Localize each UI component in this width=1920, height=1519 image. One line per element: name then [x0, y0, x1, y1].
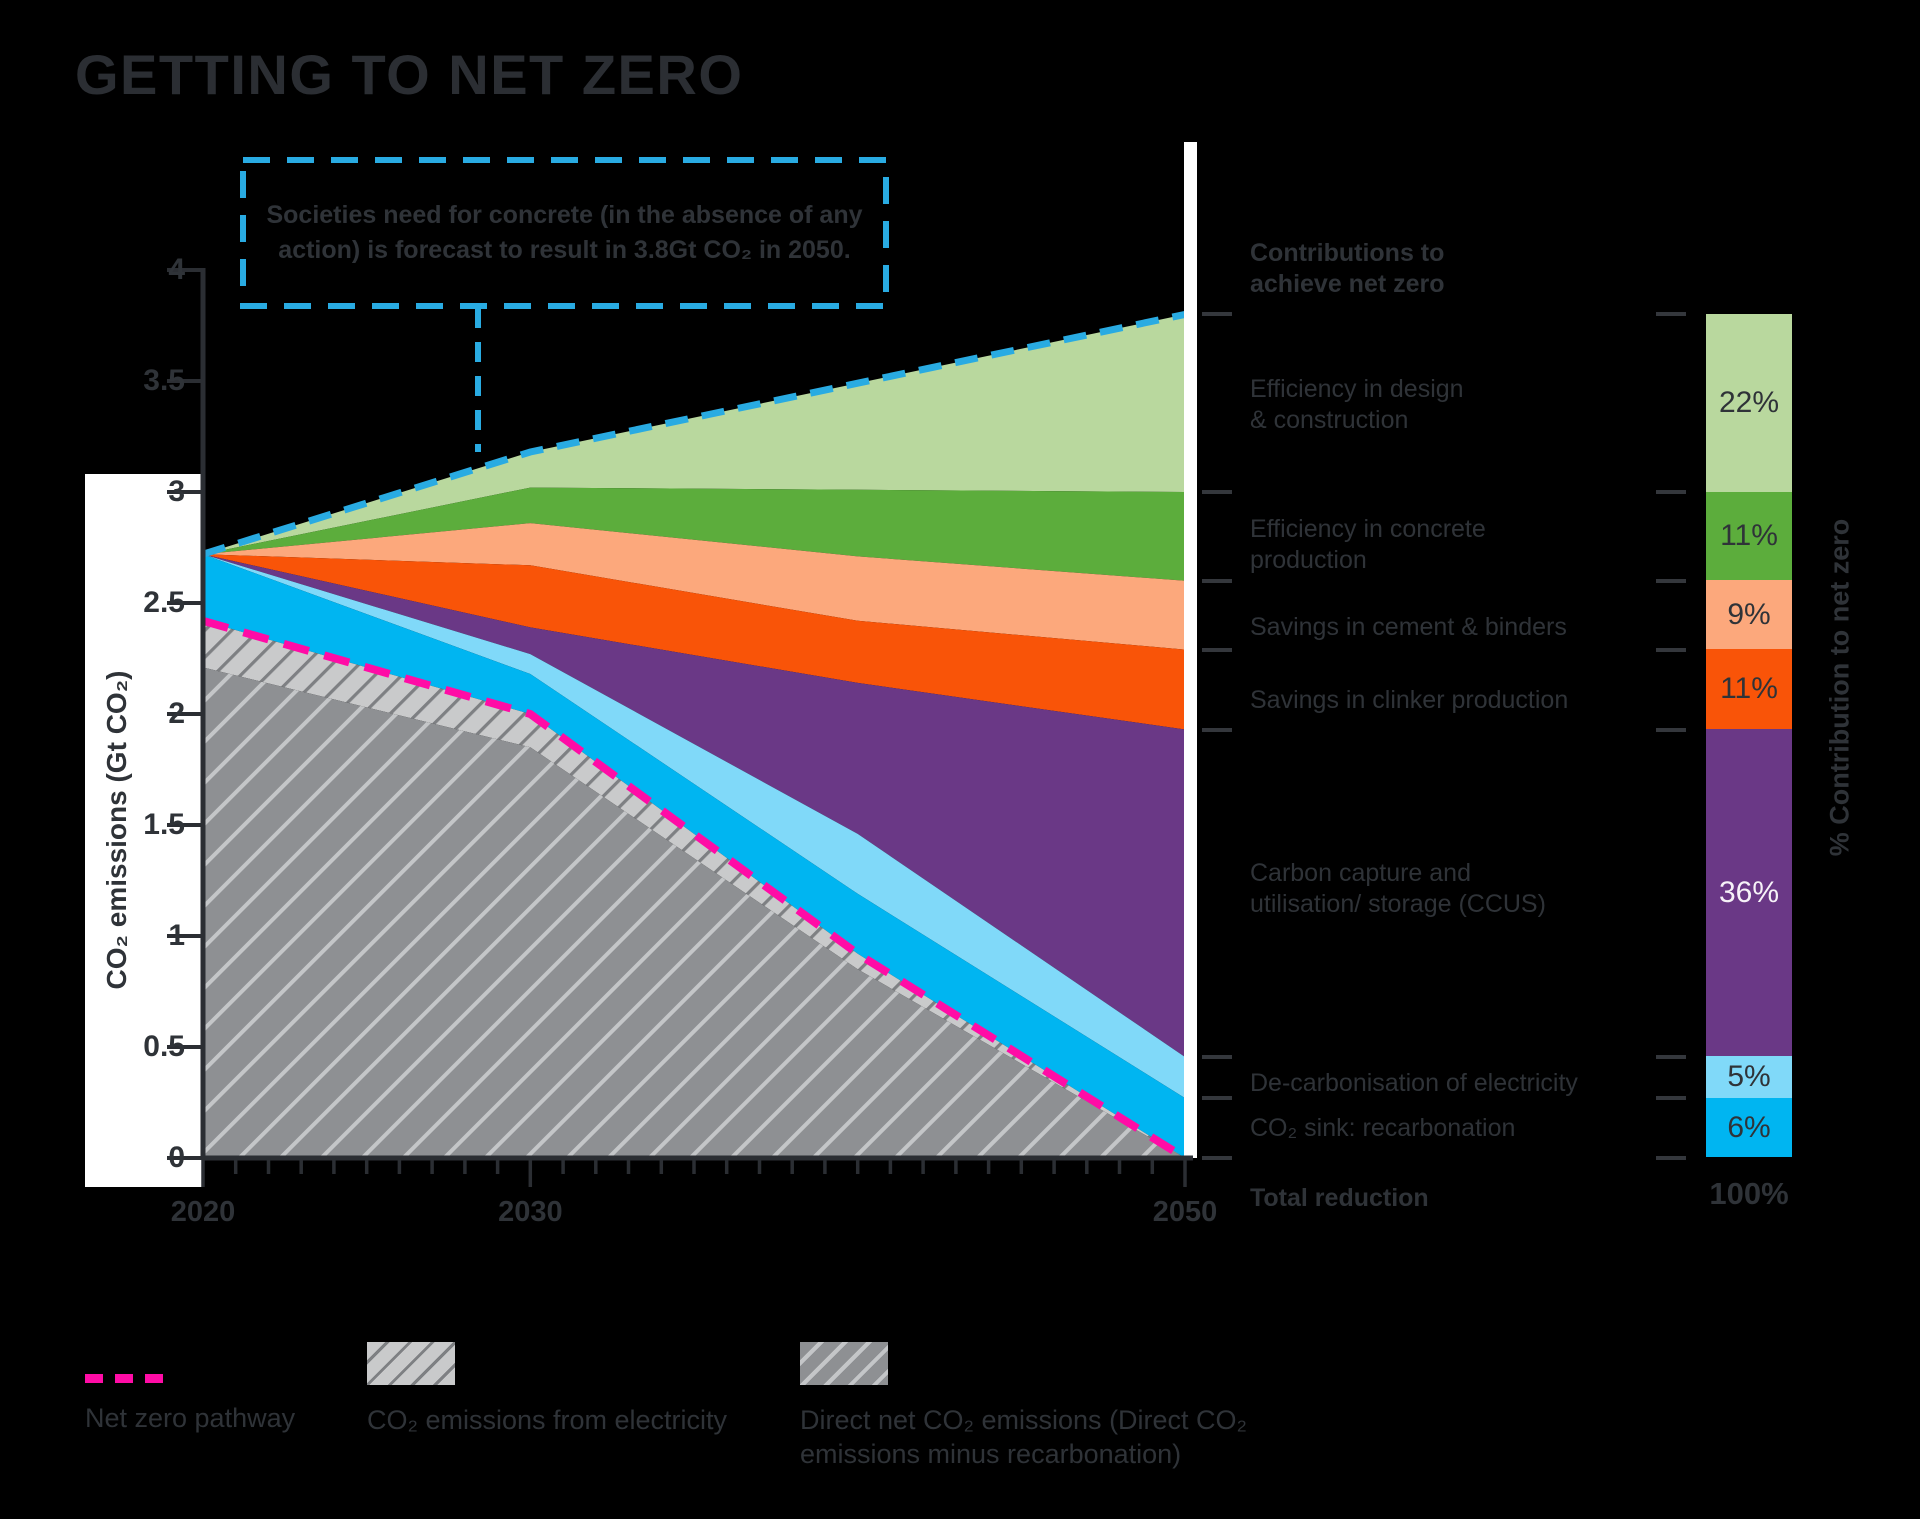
chart-boundary-tick	[1202, 578, 1232, 583]
bar-segment-clinker: 11%	[1706, 649, 1792, 730]
legend-label-line-1: Direct net CO₂ emissions (Direct CO₂	[800, 1405, 1248, 1435]
legend-label: Direct net CO₂ emissions (Direct CO₂ emi…	[800, 1403, 1247, 1471]
contribution-label-eff-concrete: Efficiency in concrete production	[1250, 515, 1486, 574]
bar-boundary-tick	[1656, 647, 1686, 652]
annotation-line-1: Societies need for concrete (in the abse…	[266, 201, 863, 229]
hatch-light-swatch	[367, 1342, 455, 1385]
total-reduction-label: Total reduction	[1250, 1184, 1429, 1212]
hatch-dark-swatch	[800, 1342, 888, 1385]
y-axis-tick-label: 4	[168, 253, 185, 286]
chart-boundary-tick	[1202, 490, 1232, 494]
bar-boundary-tick	[1656, 490, 1686, 494]
chart-boundary-tick	[1202, 1156, 1232, 1160]
right-axis-title: % Contribution to net zero	[1824, 518, 1855, 857]
bar-segment-percentage: 5%	[1727, 1060, 1771, 1094]
contribution-label-clinker: Savings in clinker production	[1250, 686, 1569, 714]
legend-label-line-2: emissions minus recarbonation)	[800, 1439, 1182, 1469]
chart-boundary-tick	[1202, 1096, 1232, 1101]
contributions-header: Contributions to achieve net zero	[1250, 239, 1445, 298]
legend-item-net-zero-pathway: Net zero pathway	[85, 1341, 295, 1435]
bar-segment-percentage: 11%	[1720, 672, 1778, 706]
bar-segment-decarb: 5%	[1706, 1056, 1792, 1098]
total-percentage: 100%	[1709, 1176, 1789, 1211]
bar-segment-eff-concrete: 11%	[1706, 491, 1792, 581]
contribution-label-decarb: De-carbonisation of electricity	[1250, 1069, 1578, 1097]
x-axis-tick-label: 2030	[498, 1196, 563, 1228]
legend-item-direct-net-emissions: Direct net CO₂ emissions (Direct CO₂ emi…	[800, 1342, 1247, 1471]
y-axis-tick-label: 3	[168, 475, 185, 508]
legend-label: CO₂ emissions from electricity	[367, 1405, 728, 1435]
bar-boundary-tick	[1656, 727, 1686, 732]
bar-segment-percentage: 22%	[1718, 385, 1780, 419]
chart-boundary-tick	[1202, 647, 1232, 652]
annotation-callout: Societies need for concrete (in the abse…	[243, 160, 886, 306]
chart-boundary-tick	[1202, 1054, 1232, 1059]
contribution-bar: 22% 11% 9% 11% 36% 5% 6%	[1706, 314, 1792, 1158]
chart-boundary-tick	[1202, 727, 1232, 732]
y-axis-tick-label: 2	[168, 697, 185, 730]
y-axis-tick-label: 2.5	[143, 586, 185, 619]
legend-label: Net zero pathway	[85, 1403, 296, 1433]
chart-boundary-tick	[1202, 312, 1232, 317]
bar-segment-percentage: 9%	[1727, 597, 1771, 631]
bar-segment-cement: 9%	[1706, 580, 1792, 650]
bar-boundary-tick	[1656, 312, 1686, 317]
page-title: GETTING TO NET ZERO	[75, 43, 744, 106]
legend-item-electricity-emissions: CO₂ emissions from electricity	[367, 1342, 727, 1437]
contribution-label-eff-design: Efficiency in design & construction	[1250, 375, 1464, 434]
bar-boundary-tick	[1656, 1096, 1686, 1101]
y-axis-tick-label: 0.5	[143, 1030, 185, 1063]
bar-segment-eff-design: 22%	[1706, 314, 1792, 492]
bar-segment-recarb: 6%	[1706, 1097, 1792, 1158]
bar-segment-ccus: 36%	[1706, 729, 1792, 1057]
y-axis-tick-label: 1	[168, 919, 185, 952]
bar-segment-percentage: 11%	[1720, 518, 1778, 552]
x-axis-tick-label: 2050	[1152, 1196, 1218, 1228]
net-zero-dash-swatch	[85, 1374, 295, 1383]
contribution-label-recarb: CO₂ sink: recarbonation	[1250, 1114, 1516, 1142]
x-axis-tick-label: 2020	[170, 1196, 236, 1228]
y-axis-tick-label: 1.5	[143, 808, 185, 841]
annotation-line-2: action) is forecast to result in 3.8Gt C…	[278, 236, 851, 264]
bar-boundary-tick	[1656, 1156, 1686, 1160]
bar-boundary-tick	[1656, 578, 1686, 583]
y-axis-tick-label: 3.5	[143, 364, 185, 397]
bar-segment-percentage: 6%	[1727, 1110, 1771, 1144]
contribution-label-ccus: Carbon capture and utilisation/ storage (…	[1250, 859, 1546, 918]
y-axis-tick-label: 0	[168, 1141, 185, 1174]
bar-segment-percentage: 36%	[1718, 875, 1780, 909]
contribution-label-cement: Savings in cement & binders	[1250, 613, 1567, 641]
bar-boundary-tick	[1656, 1054, 1686, 1059]
